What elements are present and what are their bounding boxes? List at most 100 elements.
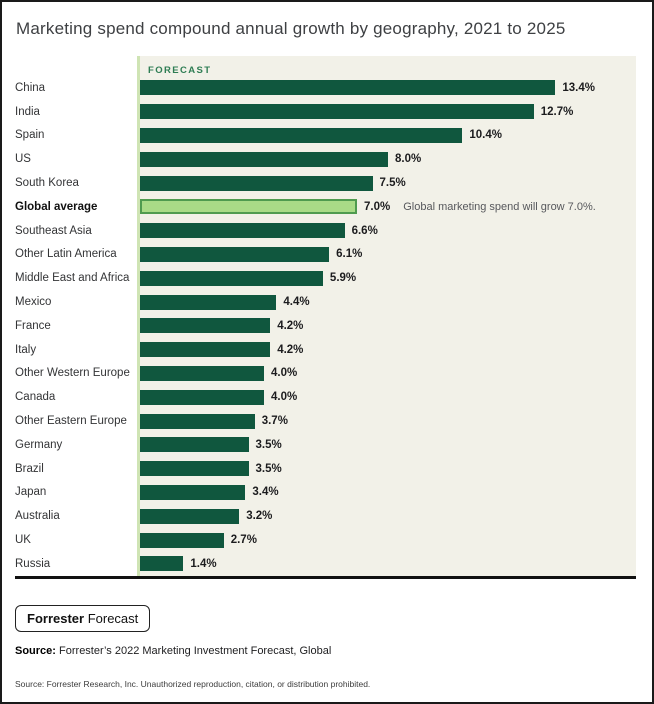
chart-row: Brazil 3.5% — [15, 457, 636, 481]
bar-track: 4.0% — [140, 362, 636, 386]
value-label: 3.5% — [255, 438, 282, 451]
bar-track: 7.0% Global marketing spend will grow 7.0… — [140, 195, 636, 219]
bar-track: 3.5% — [140, 457, 636, 481]
value-label: 6.1% — [336, 248, 363, 261]
bar — [140, 127, 463, 143]
axis-baseline — [15, 575, 636, 579]
category-label: Australia — [15, 510, 60, 523]
bar-track: 12.7% — [140, 100, 636, 124]
value-label: 3.7% — [261, 415, 288, 428]
bar — [140, 294, 277, 310]
chart-row: Other Western Europe 4.0% — [15, 362, 636, 386]
bar-chart: FORECAST China 13.4% India 12.7% Spain 10.4% U… — [15, 56, 636, 576]
badge-brand: Forrester — [27, 610, 85, 626]
badge-type: Forecast — [87, 610, 139, 626]
bar-track: 4.4% — [140, 290, 636, 314]
bar-track: 6.6% — [140, 219, 636, 243]
bar — [140, 389, 264, 405]
source-line: Source: Forrester’s 2022 Marketing Inves… — [15, 645, 652, 657]
chart-row: Other Latin America 6.1% — [15, 243, 636, 267]
chart-rows: China 13.4% India 12.7% Spain 10.4% US 8.0% Sout… — [15, 76, 636, 576]
bar-track: 13.4% — [140, 76, 636, 100]
bar — [140, 270, 323, 286]
chart-row: Spain 10.4% — [15, 124, 636, 148]
chart-row: US 8.0% — [15, 147, 636, 171]
value-label: 3.2% — [246, 510, 273, 523]
bar — [140, 175, 373, 191]
bar-track: 10.4% — [140, 124, 636, 148]
value-label: 4.0% — [271, 367, 298, 380]
chart-row: Australia 3.2% — [15, 504, 636, 528]
value-label: 7.5% — [379, 177, 406, 190]
bar-track: 4.2% — [140, 338, 636, 362]
chart-row: South Korea 7.5% — [15, 171, 636, 195]
copyright-line: Source: Forrester Research, Inc. Unautho… — [15, 678, 371, 689]
chart-title: Marketing spend compound annual growth b… — [16, 19, 566, 38]
bar — [140, 461, 249, 477]
chart-row: China 13.4% — [15, 76, 636, 100]
annotation: Global marketing spend will grow 7.0%. — [403, 200, 596, 213]
forecast-band: FORECAST — [15, 56, 636, 76]
bar-track: 5.9% — [140, 266, 636, 290]
value-label: 13.4% — [562, 81, 595, 94]
category-label: Global average — [15, 200, 98, 213]
chart-row: India 12.7% — [15, 100, 636, 124]
chart-row: Russia 1.4% — [15, 552, 636, 576]
bar — [140, 80, 556, 96]
bar — [140, 365, 264, 381]
category-label: China — [15, 81, 46, 94]
category-label: Mexico — [15, 296, 52, 309]
bar-track: 3.2% — [140, 504, 636, 528]
value-label: 3.4% — [252, 486, 279, 499]
bar — [140, 151, 388, 167]
bar — [140, 508, 240, 524]
category-label: UK — [15, 534, 31, 547]
bar-track: 8.0% — [140, 147, 636, 171]
value-label: 2.7% — [230, 534, 257, 547]
bar-track: 2.7% — [140, 528, 636, 552]
source-label: Source: — [15, 644, 56, 657]
value-label: 4.2% — [277, 319, 304, 332]
chart-row: Middle East and Africa 5.9% — [15, 266, 636, 290]
bar — [140, 413, 255, 429]
category-label: Germany — [15, 438, 63, 451]
bar-track: 3.4% — [140, 481, 636, 505]
bar — [140, 437, 249, 453]
category-label: Canada — [15, 391, 56, 404]
bar-track: 7.5% — [140, 171, 636, 195]
bar — [140, 199, 357, 215]
bar — [140, 342, 271, 358]
category-label: India — [15, 105, 40, 118]
chart-row: Japan 3.4% — [15, 481, 636, 505]
bar-track: 4.0% — [140, 385, 636, 409]
category-label: Middle East and Africa — [15, 272, 130, 285]
value-label: 5.9% — [329, 272, 357, 285]
bar-track: 3.7% — [140, 409, 636, 433]
chart-row: Canada 4.0% — [15, 385, 636, 409]
category-label: Brazil — [15, 462, 44, 475]
chart-row: Mexico 4.4% — [15, 290, 636, 314]
bar-track: 6.1% — [140, 243, 636, 267]
value-label: 4.4% — [283, 296, 310, 309]
chart-row: Other Eastern Europe 3.7% — [15, 409, 636, 433]
value-label: 6.6% — [351, 224, 378, 237]
category-label: Russia — [15, 557, 51, 570]
value-label: 3.5% — [255, 462, 282, 475]
bar — [140, 556, 184, 572]
bar — [140, 532, 224, 548]
bar — [140, 104, 534, 120]
bar — [140, 246, 330, 262]
forrester-forecast-badge: Forrester Forecast — [15, 604, 151, 632]
value-label: 12.7% — [540, 105, 574, 118]
value-label: 4.0% — [271, 391, 298, 404]
category-label: France — [15, 319, 51, 332]
chart-row: Italy 4.2% — [15, 338, 636, 362]
bar-track: 3.5% — [140, 433, 636, 457]
chart-row: UK 2.7% — [15, 528, 636, 552]
chart-row: France 4.2% — [15, 314, 636, 338]
category-label: Other Western Europe — [15, 367, 130, 380]
bar-track: 4.2% — [140, 314, 636, 338]
category-label: Spain — [15, 129, 45, 142]
value-label: 7.0% — [364, 200, 391, 213]
